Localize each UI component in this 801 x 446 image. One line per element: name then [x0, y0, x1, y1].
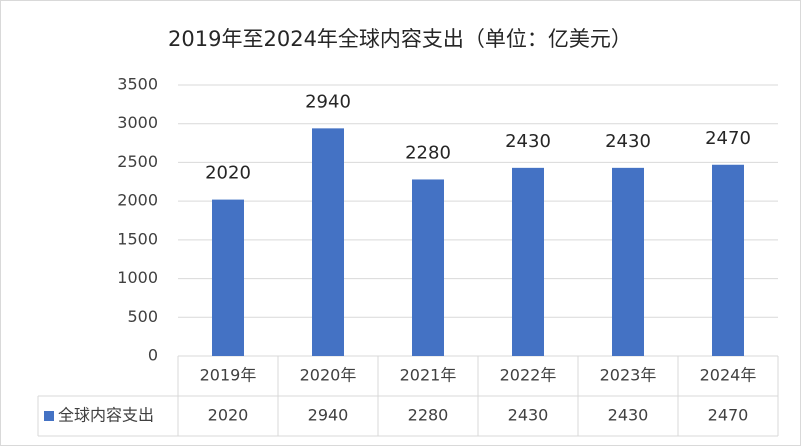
x-tick-label: 2020年 — [300, 366, 357, 385]
data-label: 2470 — [705, 128, 751, 149]
bar — [612, 167, 644, 356]
data-label: 2430 — [505, 131, 551, 152]
y-tick-label: 3000 — [117, 113, 158, 132]
bar — [412, 179, 444, 356]
x-tick-label: 2022年 — [500, 366, 557, 385]
table-value: 2430 — [608, 406, 649, 425]
x-tick-label: 2024年 — [700, 366, 757, 385]
bar — [712, 164, 744, 356]
data-label: 2430 — [605, 131, 651, 152]
x-tick-label: 2021年 — [400, 366, 457, 385]
y-tick-label: 1000 — [117, 268, 158, 287]
bar — [512, 167, 544, 356]
table-value: 2020 — [208, 406, 249, 425]
data-label: 2940 — [305, 91, 351, 112]
y-tick-label: 3500 — [117, 75, 158, 94]
data-label: 2280 — [405, 142, 451, 163]
bar — [212, 199, 244, 356]
x-tick-label: 2019年 — [200, 366, 257, 385]
x-tick-label: 2023年 — [600, 366, 657, 385]
table-value: 2430 — [508, 406, 549, 425]
bar — [312, 128, 344, 356]
y-tick-label: 0 — [148, 346, 158, 365]
y-tick-label: 2500 — [117, 152, 158, 171]
y-tick-label: 2000 — [117, 191, 158, 210]
chart-title: 2019年至2024年全球内容支出（单位：亿美元） — [168, 27, 632, 51]
legend-key — [44, 411, 54, 421]
table-value: 2940 — [308, 406, 349, 425]
table-value: 2280 — [408, 406, 449, 425]
table-value: 2470 — [708, 406, 749, 425]
y-tick-label: 500 — [127, 307, 158, 326]
y-tick-label: 1500 — [117, 229, 158, 248]
data-label: 2020 — [205, 163, 251, 184]
legend-label: 全球内容支出 — [58, 406, 154, 425]
